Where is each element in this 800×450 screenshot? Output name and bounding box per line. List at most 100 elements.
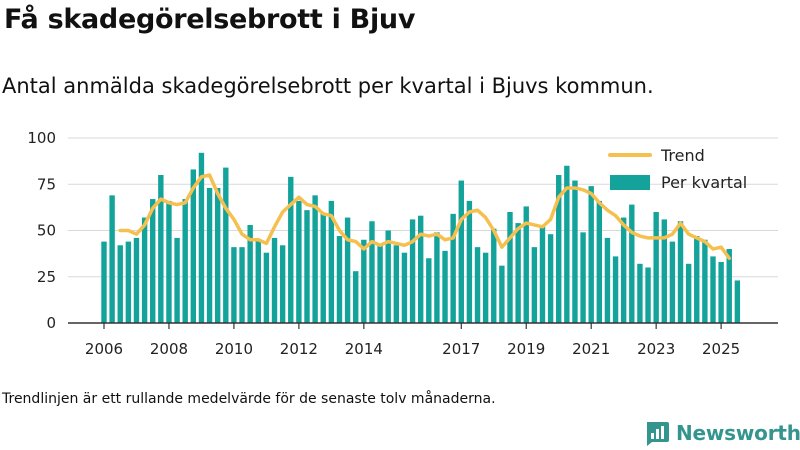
x-tick-label: 2025 <box>702 340 740 358</box>
bar <box>101 241 107 323</box>
chart-subtitle: Antal anmälda skadegörelsebrott per kvar… <box>2 74 654 98</box>
bar <box>734 280 741 323</box>
x-tick-label: 2014 <box>345 340 383 358</box>
bar <box>133 237 140 323</box>
bar <box>320 213 326 323</box>
bar <box>117 245 123 323</box>
bar <box>474 247 481 323</box>
bar <box>174 237 180 323</box>
bar <box>158 175 164 323</box>
bar <box>353 271 359 323</box>
bar <box>247 224 253 323</box>
bar <box>263 252 270 323</box>
bar <box>328 200 335 323</box>
bar <box>523 206 529 323</box>
bar <box>182 199 188 323</box>
bar <box>344 217 351 323</box>
bar <box>556 175 562 323</box>
bar <box>206 187 213 323</box>
trend-line <box>118 173 731 260</box>
bar <box>304 210 310 323</box>
x-axis-labels: 2006 2008 2010 2012 2014 2017 2019 2021 2023 2025 <box>85 340 740 358</box>
bar <box>223 167 229 323</box>
bar <box>499 265 505 323</box>
bar <box>515 223 521 323</box>
bar <box>296 200 302 323</box>
bar <box>645 267 651 323</box>
bar <box>458 180 464 323</box>
bar <box>231 247 237 323</box>
y-axis: 0 25 50 75 100 <box>27 129 56 332</box>
bar <box>150 199 156 323</box>
bar <box>279 245 286 323</box>
bar <box>385 230 391 323</box>
bar <box>125 241 132 323</box>
y-tick-label: 75 <box>37 175 56 193</box>
x-tick-label: 2010 <box>215 340 253 358</box>
y-tick-label: 0 <box>46 314 56 332</box>
x-tick-label: 2006 <box>85 340 123 358</box>
bar <box>288 176 294 323</box>
bar <box>190 169 197 323</box>
bar <box>531 247 538 323</box>
x-axis <box>68 322 778 329</box>
bar <box>417 215 424 323</box>
bar <box>669 241 676 323</box>
bar <box>718 261 724 323</box>
bar <box>572 180 578 323</box>
y-tick-label: 50 <box>37 222 56 240</box>
bar <box>426 258 432 323</box>
bar <box>401 252 408 323</box>
bar <box>629 204 635 323</box>
bar <box>109 195 115 323</box>
bar <box>141 217 148 323</box>
bar <box>685 263 692 323</box>
bar <box>442 250 448 323</box>
bar <box>434 232 440 323</box>
bar <box>604 237 611 323</box>
bar <box>620 217 627 323</box>
bar <box>547 234 554 323</box>
legend-bar-swatch <box>610 175 650 190</box>
brand-logo[interactable]: Newsworthy <box>644 420 800 446</box>
chart-title: Få skadegörelsebrott i Bjuv <box>4 4 416 35</box>
bar <box>466 200 473 323</box>
bar <box>336 236 343 323</box>
bar <box>377 245 383 323</box>
bar <box>653 212 659 323</box>
bar <box>166 200 172 323</box>
bar <box>661 219 667 323</box>
y-tick-label: 25 <box>37 268 56 286</box>
x-tick-label: 2023 <box>637 340 675 358</box>
bar <box>726 249 732 323</box>
x-tick-label: 2008 <box>150 340 188 358</box>
bars <box>101 152 741 323</box>
bar <box>694 236 700 323</box>
legend: Trend Per kvartal <box>608 146 747 192</box>
bar <box>564 165 570 323</box>
bar <box>369 221 375 323</box>
bar <box>450 213 456 323</box>
bar <box>491 228 497 323</box>
footnote: Trendlinjen är ett rullande medelvärde f… <box>2 391 496 407</box>
bar <box>596 200 603 323</box>
bar <box>198 152 205 323</box>
bar <box>539 226 546 323</box>
x-tick-label: 2021 <box>572 340 610 358</box>
brand-name: Newsworthy <box>676 421 800 445</box>
x-tick-label: 2019 <box>507 340 545 358</box>
bar <box>239 247 245 323</box>
x-tick-label: 2012 <box>280 340 318 358</box>
bar <box>393 245 400 323</box>
bar <box>637 263 643 323</box>
bar <box>580 232 586 323</box>
bar <box>271 237 278 323</box>
bar <box>507 212 513 323</box>
newsworthy-logo-icon <box>647 422 669 446</box>
bar <box>214 187 221 323</box>
legend-bar-label: Per kvartal <box>661 173 747 192</box>
bar <box>702 239 708 323</box>
bar <box>409 219 416 323</box>
x-tick-label: 2017 <box>442 340 480 358</box>
